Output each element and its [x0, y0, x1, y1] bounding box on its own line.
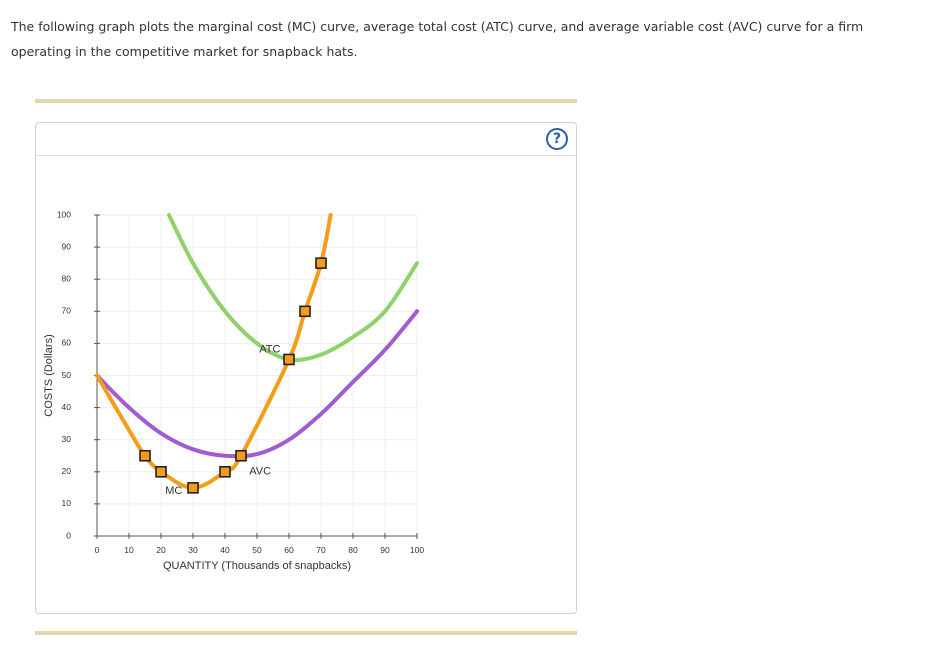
mc-point-marker[interactable]	[155, 465, 167, 478]
graph-panel: ? 0 10 20 30 40 50 60 70 80 90 100 0 10 20 30 40 50 60 70 8…	[35, 122, 577, 614]
cost-curves-chart: 0 10 20 30 40 50 60 70 80 90 100 0 10 20 30 40 50 60 70 80 9…	[43, 209, 424, 572]
x-tick-label: 80	[348, 545, 358, 555]
top-divider	[35, 99, 577, 103]
mc-curve	[95, 213, 333, 490]
y-tick-label: 30	[62, 434, 72, 444]
curve-labels: MC ATC AVC	[165, 344, 280, 497]
question-text: The following graph plots the marginal c…	[11, 19, 864, 59]
y-tick-label: 60	[62, 338, 72, 348]
y-tick-label: 20	[62, 466, 72, 476]
y-tick-label: 70	[62, 306, 72, 316]
mc-point-marker[interactable]	[283, 353, 295, 366]
curve-label-avc: AVC	[249, 466, 271, 478]
x-axis-title: QUANTITY (Thousands of snapbacks)	[163, 560, 351, 572]
x-tick-label: 20	[156, 545, 166, 555]
markers	[139, 257, 327, 494]
x-tick-label: 30	[188, 545, 198, 555]
mc-point-marker[interactable]	[139, 449, 151, 462]
x-tick-label: 60	[284, 545, 294, 555]
axes: 0 10 20 30 40 50 60 70 80 90 100 0 10 20 30 40 50 60 70 80 9…	[43, 209, 424, 572]
panel-header: ?	[36, 123, 576, 156]
y-tick-label: 50	[62, 370, 72, 380]
grid	[97, 214, 418, 536]
y-tick-label: 100	[57, 209, 71, 219]
avc-curve	[95, 309, 419, 459]
curve-label-mc: MC	[165, 485, 182, 497]
mc-point-marker[interactable]	[235, 449, 247, 462]
x-tick-label: 40	[220, 545, 230, 555]
x-tick-label: 0	[95, 545, 100, 555]
y-tick-label: 10	[62, 498, 72, 508]
atc-curve	[167, 213, 419, 362]
x-tick-label: 90	[380, 545, 390, 555]
mc-point-marker[interactable]	[219, 465, 231, 478]
y-tick-label: 40	[62, 402, 72, 412]
y-tick-label: 90	[62, 241, 72, 251]
help-icon[interactable]: ?	[546, 128, 568, 150]
y-tick-label: 0	[66, 530, 71, 540]
bottom-divider	[35, 631, 577, 635]
curve-label-atc: ATC	[259, 344, 280, 356]
mc-point-marker[interactable]	[299, 305, 311, 318]
x-tick-label: 10	[124, 545, 134, 555]
mc-point-marker[interactable]	[187, 482, 199, 494]
x-tick-label: 100	[410, 545, 424, 555]
y-tick-label: 80	[62, 273, 72, 283]
y-axis-title: COSTS (Dollars)	[43, 334, 55, 417]
x-tick-label: 50	[252, 545, 262, 555]
mc-point-marker[interactable]	[315, 257, 327, 269]
x-tick-label: 70	[316, 545, 326, 555]
